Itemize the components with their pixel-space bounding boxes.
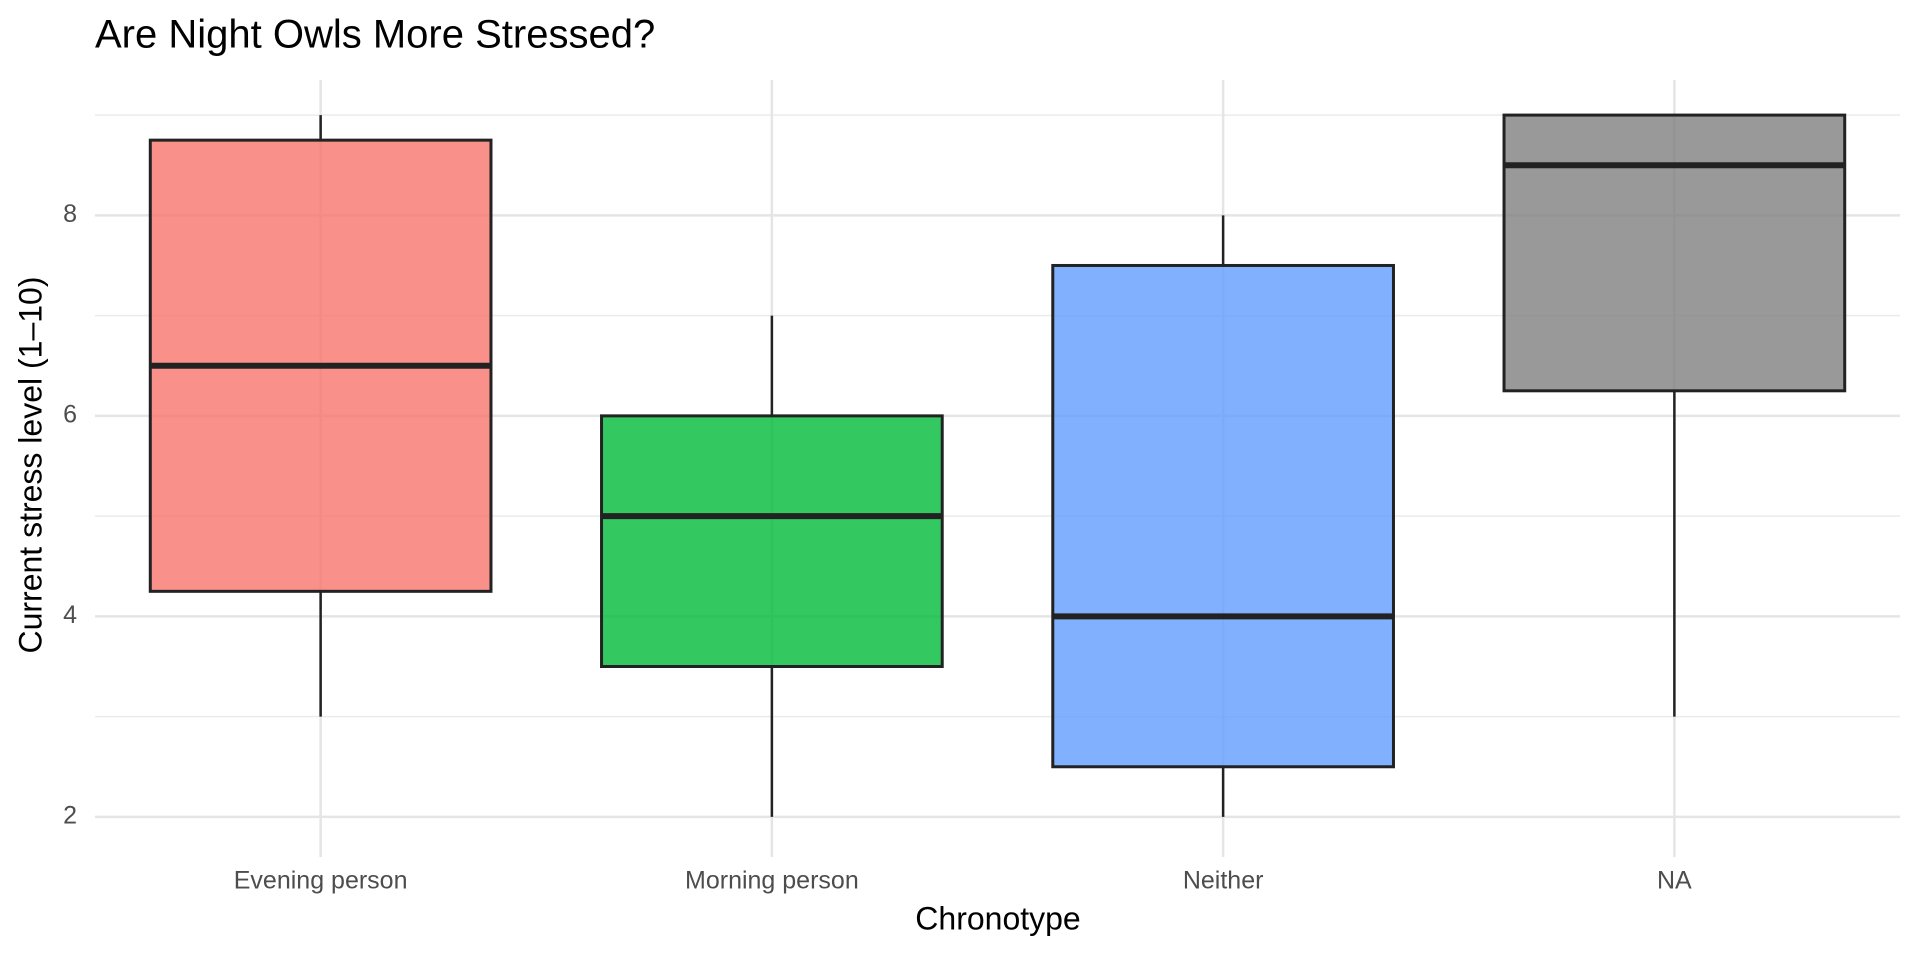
x-tick-label: Evening person (234, 867, 408, 895)
y-tick-label: 6 (63, 400, 77, 428)
x-axis-title: Chronotype (915, 900, 1080, 936)
box (1051, 263, 1395, 769)
x-tick-label: Neither (1183, 867, 1264, 895)
chart-title: Are Night Owls More Stressed? (95, 13, 655, 57)
x-tick-label: NA (1657, 867, 1692, 895)
x-tick-label: Morning person (685, 867, 859, 895)
y-tick-label: 4 (63, 601, 77, 629)
y-axis-title: Current stress level (1–10) (12, 276, 48, 653)
box (600, 414, 944, 669)
box (1502, 113, 1847, 393)
y-tick-label: 8 (63, 200, 77, 228)
y-tick-label: 2 (63, 802, 77, 830)
